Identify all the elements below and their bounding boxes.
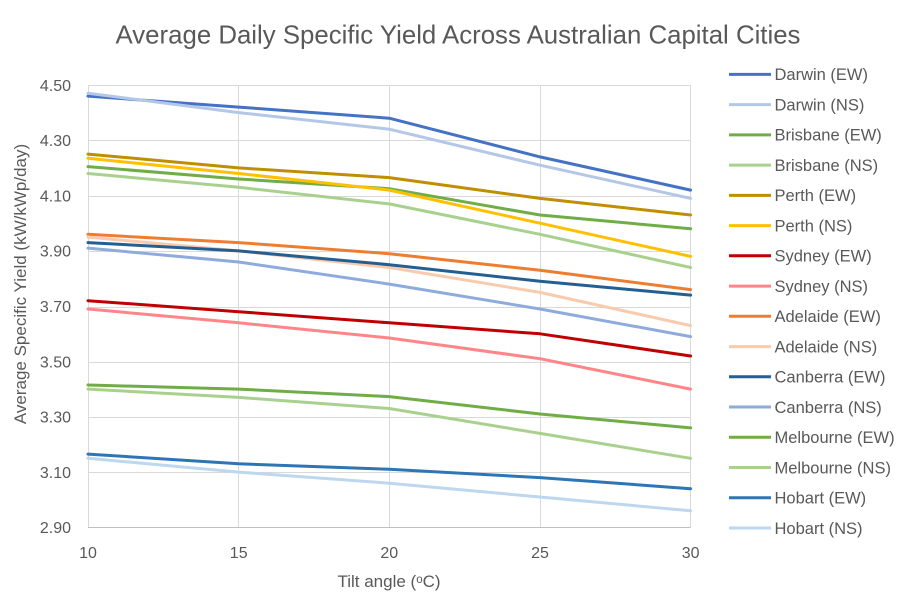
svg-text:10: 10 <box>79 545 97 562</box>
svg-text:25: 25 <box>531 545 549 562</box>
svg-text:2.90: 2.90 <box>40 520 71 537</box>
svg-text:Melbourne (EW): Melbourne (EW) <box>775 429 895 447</box>
svg-text:3.10: 3.10 <box>40 465 71 482</box>
svg-text:4.30: 4.30 <box>40 133 71 150</box>
svg-text:Darwin (EW): Darwin (EW) <box>775 66 869 84</box>
svg-text:Perth (EW): Perth (EW) <box>775 187 857 205</box>
svg-text:Brisbane (NS): Brisbane (NS) <box>775 157 879 175</box>
svg-text:Sydney (EW): Sydney (EW) <box>775 248 872 266</box>
svg-text:3.50: 3.50 <box>40 354 71 371</box>
svg-text:Adelaide (EW): Adelaide (EW) <box>775 308 881 326</box>
svg-text:Tilt angle (oC): Tilt angle (oC) <box>337 572 440 591</box>
svg-text:20: 20 <box>380 545 398 562</box>
svg-text:Adelaide (NS): Adelaide (NS) <box>775 338 878 356</box>
svg-text:4.10: 4.10 <box>40 188 71 205</box>
svg-text:3.30: 3.30 <box>40 410 71 427</box>
svg-text:Brisbane (EW): Brisbane (EW) <box>775 127 882 145</box>
svg-text:15: 15 <box>230 545 248 562</box>
svg-text:Perth (NS): Perth (NS) <box>775 217 853 235</box>
svg-text:Average Specific Yield (kW/kWp: Average Specific Yield (kW/kWp/day) <box>11 144 30 424</box>
svg-text:Melbourne (NS): Melbourne (NS) <box>775 459 891 477</box>
svg-text:3.90: 3.90 <box>40 244 71 261</box>
svg-text:30: 30 <box>682 545 700 562</box>
svg-text:3.70: 3.70 <box>40 299 71 316</box>
svg-text:Hobart (EW): Hobart (EW) <box>775 490 867 508</box>
svg-text:Canberra (EW): Canberra (EW) <box>775 369 886 387</box>
svg-text:Average Daily Specific Yield A: Average Daily Specific Yield Across Aust… <box>116 22 801 50</box>
svg-text:Hobart (NS): Hobart (NS) <box>775 520 863 538</box>
svg-text:4.50: 4.50 <box>40 78 71 95</box>
svg-text:Darwin (NS): Darwin (NS) <box>775 96 865 114</box>
svg-text:Canberra (NS): Canberra (NS) <box>775 399 882 417</box>
svg-text:Sydney (NS): Sydney (NS) <box>775 278 869 296</box>
